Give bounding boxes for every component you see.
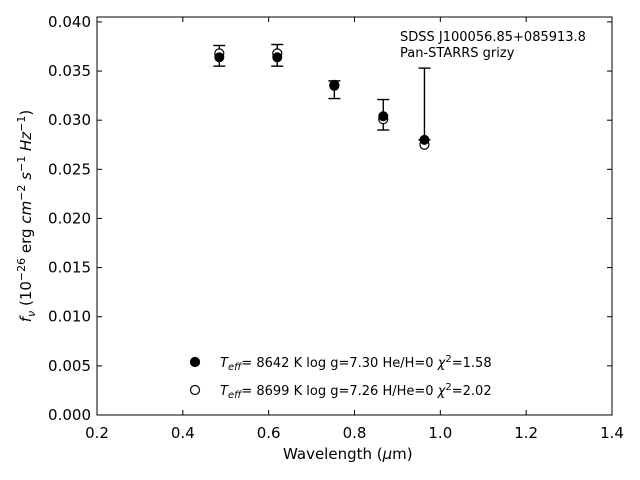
y-tick-label: 0.005 — [48, 357, 91, 375]
model-point-filled — [419, 134, 430, 145]
tick-group: 0.2 0.4 0.6 0.8 1.0 1.2 1.4 0.000 0.005 0.010 0.01… — [48, 13, 624, 442]
legend-1-logg: log g=7.30 — [306, 356, 378, 371]
legend-marker-open — [189, 384, 201, 396]
y-tick-label: 0.035 — [48, 62, 91, 80]
y-tick-label: 0.015 — [48, 259, 91, 277]
y-tick-label: 0.040 — [48, 13, 91, 31]
legend-entry-2: Teff= 8699 K log g=7.26 H/He=0 χ2=2.02 — [220, 382, 492, 401]
model-point-filled — [214, 52, 225, 63]
x-tick-label: 1.4 — [600, 424, 624, 442]
model-point-filled — [272, 52, 283, 63]
x-tick-label: 0.2 — [85, 424, 109, 442]
legend-2-teff: 8699 K — [256, 384, 302, 399]
annotation-line-1: SDSS J100056.85+085913.8 — [400, 30, 586, 45]
legend-entry-1: Teff= 8642 K log g=7.30 He/H=0 χ2=1.58 — [220, 354, 492, 373]
legend-2-chi2: =2.02 — [452, 384, 492, 399]
x-tick-label: 1.2 — [514, 424, 538, 442]
model-point-filled — [329, 79, 340, 90]
legend-1-comp: He/H=0 — [382, 356, 433, 371]
legend-1-teff: 8642 K — [256, 356, 302, 371]
y-tick-label: 0.020 — [48, 209, 91, 227]
legend-1-chi2: =1.58 — [452, 356, 492, 371]
annotation-line-2: Pan-STARRS grizy — [400, 46, 515, 61]
x-tick-label: 0.4 — [171, 424, 195, 442]
model-point-filled — [378, 111, 389, 122]
legend-marker-filled — [189, 356, 201, 368]
x-tick-label: 1.0 — [428, 424, 452, 442]
x-tick-label: 0.8 — [343, 424, 367, 442]
legend-2-comp: H/He=0 — [382, 384, 433, 399]
y-axis-label: fν (10−26 erg cm−2 s−1 Hz−1) — [15, 110, 38, 323]
x-axis-label: Wavelength (μm) — [283, 445, 413, 463]
marks-group — [213, 43, 431, 150]
x-tick-label: 0.6 — [257, 424, 281, 442]
y-tick-label: 0.000 — [48, 406, 91, 424]
legend-2-logg: log g=7.26 — [306, 384, 378, 399]
y-tick-label: 0.010 — [48, 308, 91, 326]
y-tick-label: 0.030 — [48, 111, 91, 129]
legend: Teff= 8642 K log g=7.30 He/H=0 χ2=1.58 T… — [189, 354, 492, 401]
y-tick-label: 0.025 — [48, 160, 91, 178]
